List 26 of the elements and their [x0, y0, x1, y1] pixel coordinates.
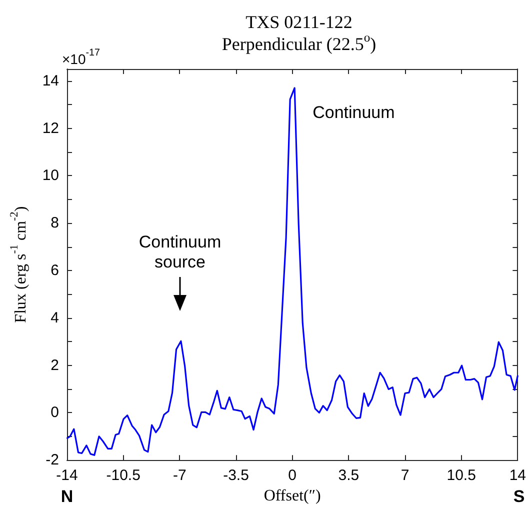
x-tick-label: 7 — [400, 467, 410, 484]
x-tick-label: 3.5 — [338, 467, 360, 484]
x-tick-label: -3.5 — [223, 467, 249, 484]
y-tick-label: 8 — [50, 214, 59, 232]
annotation: Continuum source — [138, 232, 222, 272]
y-tick-label: 14 — [42, 72, 59, 90]
text: N — [60, 487, 74, 506]
x-axis-title: Offset(″) — [264, 488, 321, 504]
y-tick-label: 12 — [42, 120, 59, 137]
chart-title: TXS 0211-122 — [246, 12, 352, 32]
annotation: Continuum — [312, 102, 395, 122]
x-tick-label: -7 — [172, 467, 186, 484]
y-axis-title: Flux (erg s-1 cm-2) — [8, 206, 30, 323]
x-tick-label: 14 — [509, 467, 526, 484]
text: S — [513, 487, 525, 506]
x-tick-label: 10.5 — [446, 467, 476, 484]
y-tick-label: 4 — [50, 309, 59, 326]
y-tick-label: 10 — [42, 167, 59, 184]
x-tick-label: -10.5 — [106, 467, 140, 484]
y-tick-label: 2 — [50, 356, 59, 374]
line-series — [66, 87, 518, 456]
x-tick-label: -14 — [56, 467, 78, 484]
y-tick-label: 0 — [50, 404, 59, 422]
y-tick-label: 6 — [50, 262, 59, 279]
x-tick-label: 0 — [288, 467, 296, 484]
y-tick-label: -2 — [46, 452, 59, 469]
